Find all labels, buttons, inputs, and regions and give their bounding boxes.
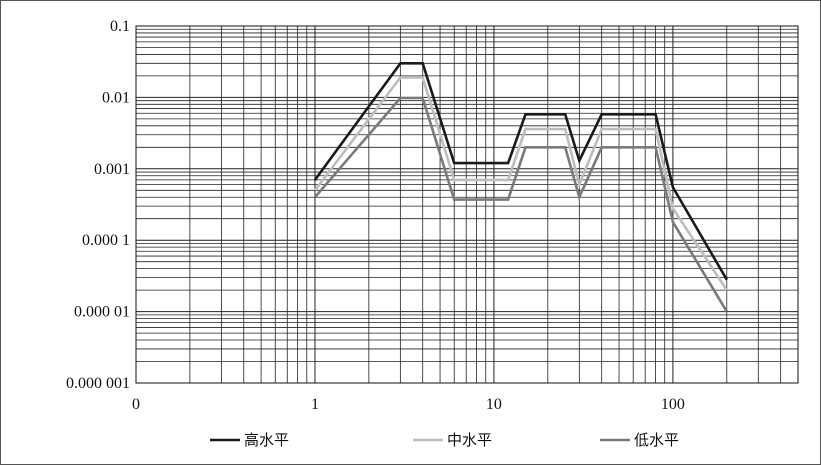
legend-label: 低水平 [634, 431, 679, 449]
legend-label: 中水平 [447, 431, 492, 449]
series-lines [313, 61, 728, 313]
y-tick-label: 0.000 01 [74, 304, 130, 321]
x-axis-ticks: 0 1 10 100 [132, 396, 685, 413]
x-tick-label: 10 [486, 396, 502, 413]
y-tick-label: 0.01 [102, 89, 130, 106]
y-axis-ticks: 0.1 0.01 0.001 0.000 1 0.000 01 0.000 001 [66, 18, 130, 392]
series-line-2 [313, 76, 728, 291]
y-tick-label: 0.1 [110, 18, 130, 35]
series-line-1 [313, 61, 728, 281]
legend: 高水平 中水平 低水平 [210, 431, 679, 449]
legend-label: 高水平 [244, 431, 289, 449]
grid [135, 25, 799, 384]
x-tick-label: 100 [661, 396, 685, 413]
x-tick-label: 0 [132, 396, 140, 413]
y-tick-label: 0.000 001 [66, 375, 130, 392]
x-tick-label: 1 [311, 396, 319, 413]
y-tick-label: 0.001 [94, 161, 130, 178]
series-line-3 [314, 96, 728, 313]
y-tick-label: 0.000 1 [82, 232, 130, 249]
plot-area-border [135, 25, 799, 384]
